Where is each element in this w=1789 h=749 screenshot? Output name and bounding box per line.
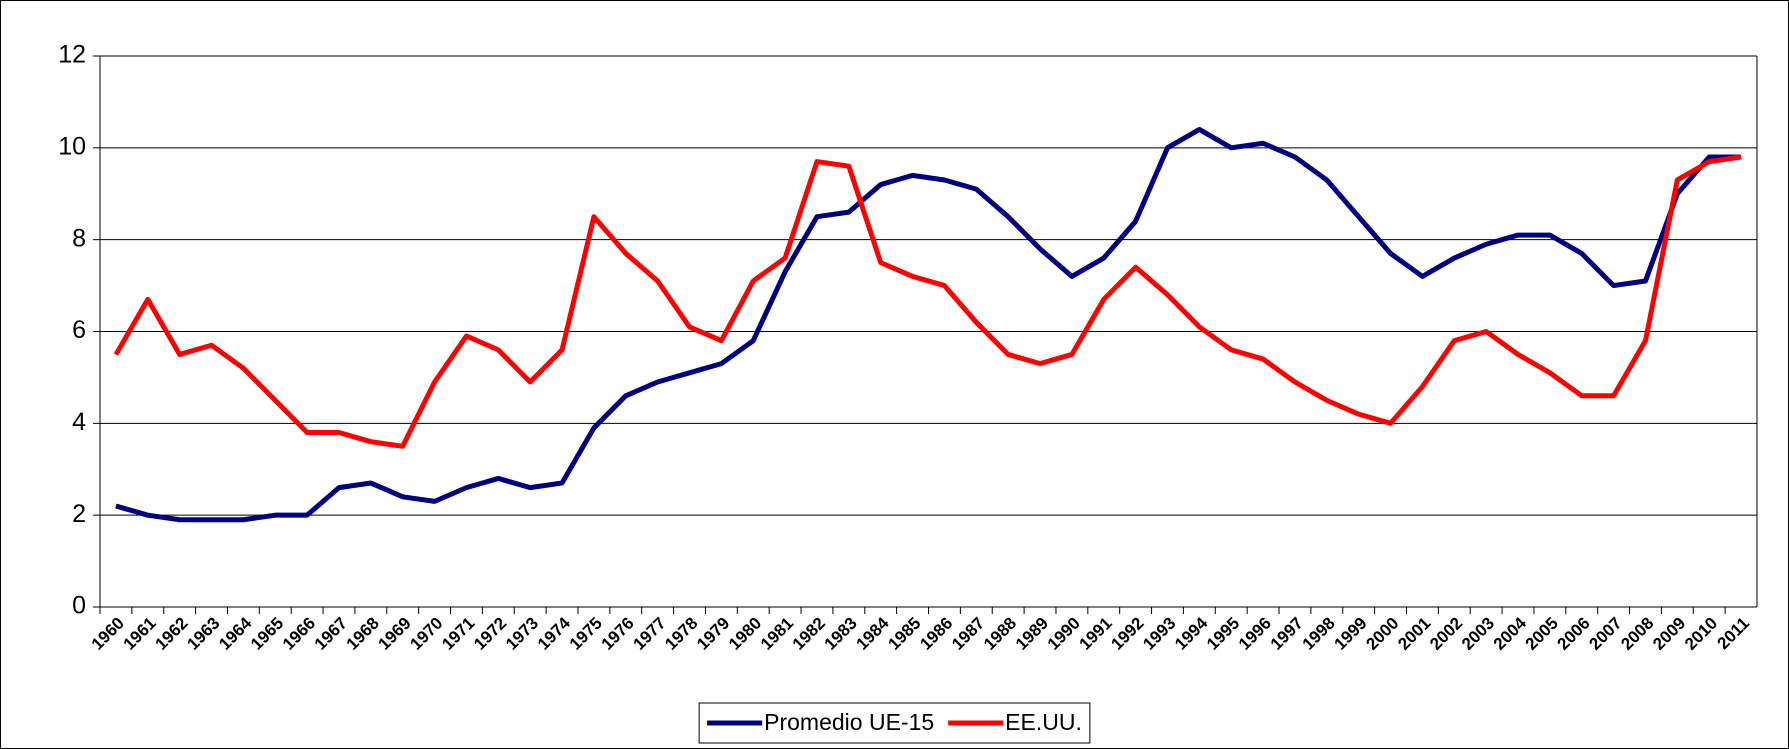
y-tick-label: 10 <box>58 132 86 160</box>
y-tick-label: 4 <box>72 408 86 436</box>
legend-label: EE.UU. <box>1005 709 1082 735</box>
legend-box <box>698 702 1091 744</box>
legend: Promedio UE-15 EE.UU. <box>698 702 1091 744</box>
series-line <box>115 126 1742 523</box>
y-tick-label: 12 <box>58 41 86 69</box>
series-line <box>113 154 1742 449</box>
y-tick-label: 2 <box>72 500 86 528</box>
legend-label: Promedio UE-15 <box>764 709 934 735</box>
y-tick-label: 0 <box>72 592 86 620</box>
y-tick-label: 8 <box>72 224 86 252</box>
y-tick-label: 6 <box>72 316 86 344</box>
